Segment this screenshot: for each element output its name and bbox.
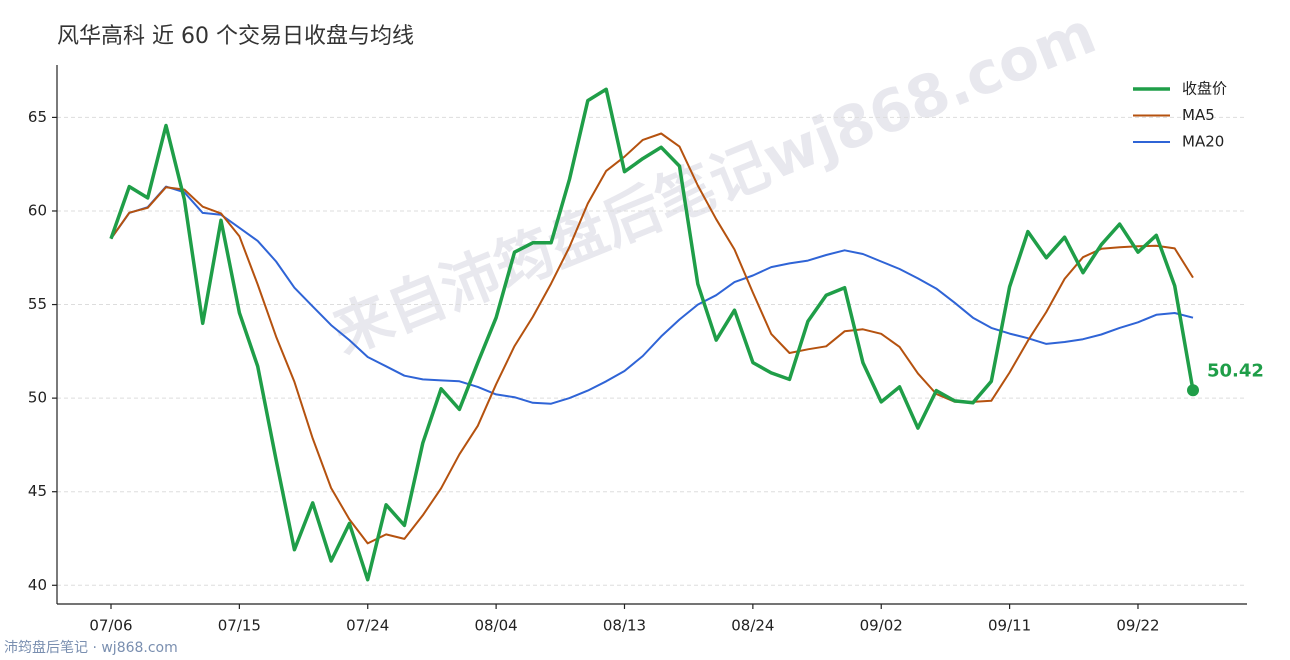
x-tick-label: 07/24 (346, 617, 389, 635)
legend-label: MA20 (1182, 133, 1224, 151)
series-line (109, 87, 1195, 582)
last-point (1187, 384, 1199, 397)
legend-label: 收盘价 (1182, 80, 1227, 98)
x-tick-label: 09/22 (1116, 617, 1159, 635)
series-line (110, 185, 1194, 405)
x-tick-label: 09/11 (988, 617, 1031, 635)
x-tick-label: 07/15 (218, 617, 261, 635)
y-tick-label: 65 (28, 108, 47, 126)
y-tick-label: 40 (28, 576, 47, 594)
x-tick-label: 09/02 (860, 617, 903, 635)
y-tick-label: 50 (28, 389, 47, 407)
y-tick-label: 60 (28, 201, 47, 219)
y-tick-label: 45 (28, 482, 47, 500)
x-tick-label: 08/13 (603, 617, 646, 635)
legend-label: MA5 (1182, 106, 1215, 124)
watermark: 来自沛筠盘后笔记wj868.com (323, 0, 1104, 367)
source: 沛筠盘后笔记 · wj868.com (4, 639, 178, 656)
last-value-label: 50.42 (1207, 360, 1264, 381)
chart-title: 风华高科 近 60 个交易日收盘与均线 (57, 24, 414, 49)
x-tick-label: 07/06 (89, 617, 132, 635)
x-tick-label: 08/04 (475, 617, 518, 635)
y-tick-label: 55 (28, 295, 47, 313)
x-tick-label: 08/24 (731, 617, 774, 635)
series-line (110, 132, 1194, 545)
